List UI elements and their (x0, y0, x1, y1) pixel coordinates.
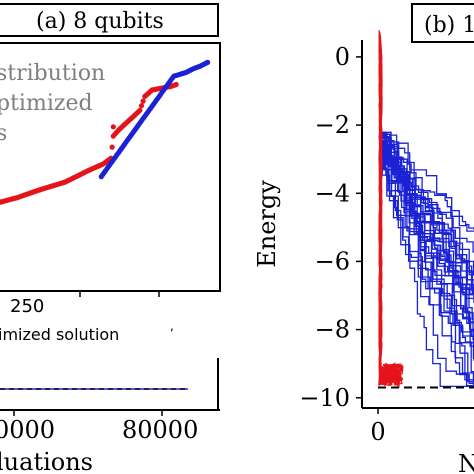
blue-series-line (380, 142, 474, 276)
inset-point-red (110, 124, 116, 130)
panel-b-x-tick-label-0: 0 (370, 418, 385, 446)
panel-b-y-tick-label: −8 (315, 316, 350, 344)
lower-tick-label-2: 80000 (122, 416, 198, 444)
legend-entry-3: s (0, 121, 7, 146)
inset-point-blue (205, 59, 211, 65)
panel-b-ylabel: Energy (253, 180, 281, 268)
blue-series-line (380, 148, 474, 387)
red-series-curves (378, 30, 405, 388)
panel-a-title: (a) 8 qubits (36, 9, 164, 34)
panel-b-xlabel: N (458, 450, 474, 474)
panel-b-y-tick-label: −4 (315, 179, 350, 207)
blue-series-line (380, 146, 474, 295)
panel-a-title-box (0, 3, 219, 37)
panel-b-title: (b) 1 (424, 13, 474, 38)
legend-entry-2: ptimized (0, 91, 93, 116)
red-series-line (378, 36, 403, 386)
blue-series-line (380, 139, 474, 388)
blue-series-curves (380, 131, 474, 388)
inset-point-red (109, 144, 115, 150)
lower-tick-label-1: 0000 (0, 416, 55, 444)
blue-series-line (380, 139, 474, 230)
lower-xlabel: luations (0, 448, 93, 474)
blue-series-line (380, 139, 474, 381)
panel-b-y-ticks: 0 −2 −4 −6 −8 −10 (299, 43, 362, 412)
blue-series-line (380, 131, 474, 303)
inset-stray-mark: , (170, 319, 174, 333)
inset-point-red (137, 107, 143, 113)
red-series-line (378, 32, 403, 385)
inset-point-red (173, 81, 179, 88)
panel-b-title-box (411, 3, 474, 43)
blue-series-line (380, 137, 474, 373)
blue-series-line (380, 146, 474, 331)
panel-b-y-tick-label: −2 (315, 111, 350, 139)
inset-point-red (140, 98, 146, 104)
inset-point-red (138, 103, 145, 109)
legend-entry-1: stribution (0, 61, 105, 86)
blue-series-line (380, 147, 474, 337)
inset-xlabel: imized solution (0, 325, 119, 344)
blue-series-line (380, 147, 474, 300)
blue-series-line (380, 133, 474, 301)
panel-a: (a) 8 qubits stribution ptimized s 250 0… (0, 3, 221, 474)
panel-b-y-tick-label: −10 (299, 384, 350, 412)
inset-tick-label-250: 250 (10, 296, 44, 317)
inset-scatter-points (0, 59, 211, 205)
panel-b-y-tick-label: −6 (315, 247, 350, 275)
red-series-line (378, 34, 404, 387)
panel-b-y-tick-label: 0 (335, 43, 350, 71)
blue-series-line (380, 140, 474, 281)
panel-b: (b) 1 0 −2 −4 −6 −8 −10 0 N Energy (253, 3, 474, 474)
